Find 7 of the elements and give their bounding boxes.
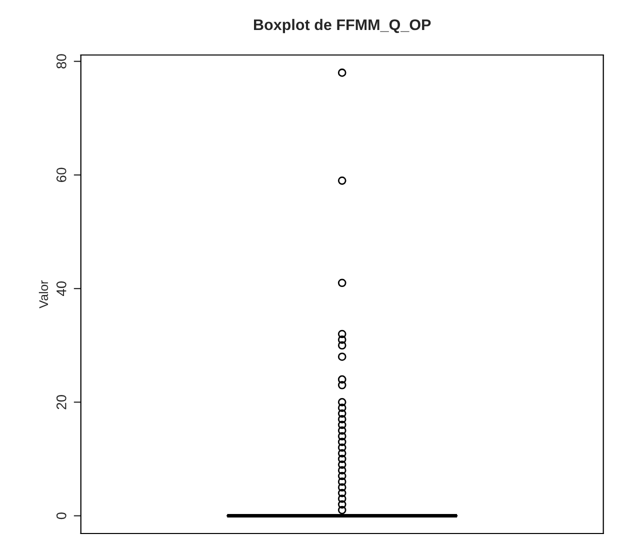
- y-tick-label: 40: [56, 281, 66, 296]
- y-tick-label: 60: [56, 168, 66, 182]
- y-tick-label: 80: [56, 54, 66, 68]
- y-tick-label: 0: [56, 512, 66, 520]
- chart-title: Boxplot de FFMM_Q_OP: [254, 18, 431, 34]
- y-tick-label: 20: [56, 394, 66, 410]
- y-axis-title: Valor: [38, 280, 48, 308]
